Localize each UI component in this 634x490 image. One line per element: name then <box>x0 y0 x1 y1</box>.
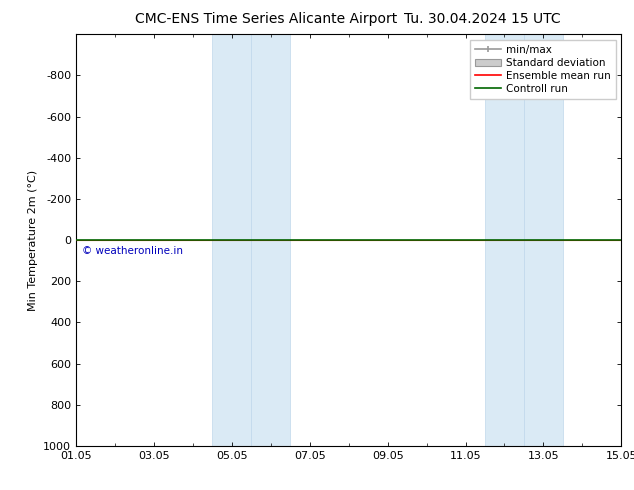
Text: Tu. 30.04.2024 15 UTC: Tu. 30.04.2024 15 UTC <box>403 12 560 26</box>
Y-axis label: Min Temperature 2m (°C): Min Temperature 2m (°C) <box>28 170 37 311</box>
Bar <box>251 34 290 446</box>
Bar <box>485 34 524 446</box>
Legend: min/max, Standard deviation, Ensemble mean run, Controll run: min/max, Standard deviation, Ensemble me… <box>470 40 616 99</box>
Bar <box>212 34 251 446</box>
Bar <box>524 34 563 446</box>
Text: © weatheronline.in: © weatheronline.in <box>82 246 183 256</box>
Text: CMC-ENS Time Series Alicante Airport: CMC-ENS Time Series Alicante Airport <box>135 12 398 26</box>
